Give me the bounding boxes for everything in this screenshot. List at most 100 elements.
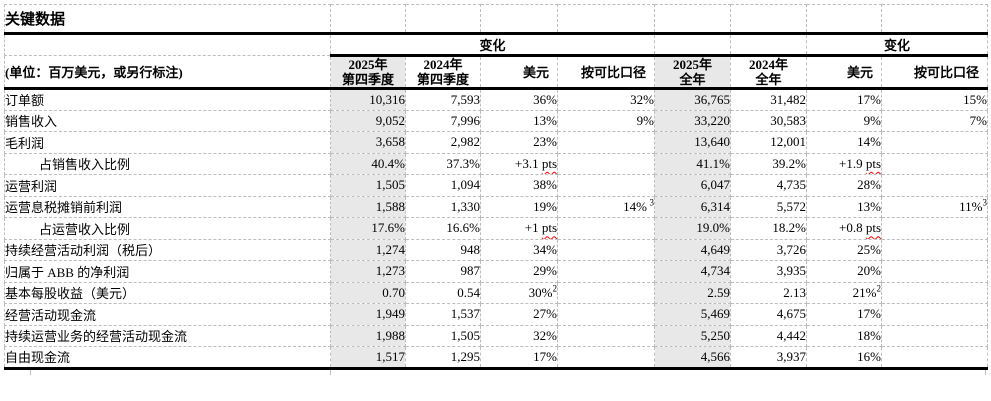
empty-cell bbox=[730, 33, 807, 57]
cell-q4-2024: 1,330 bbox=[405, 195, 481, 218]
title-row: 关键数据 bbox=[4, 4, 988, 35]
cell-fy-2025: 4,734 bbox=[654, 260, 731, 283]
cell-q4-change-comparable bbox=[557, 174, 655, 197]
cell-fy-change-comparable bbox=[881, 260, 988, 283]
change-header-q4: 变化 bbox=[330, 33, 655, 57]
col-header-fy-change-usd: 美元 bbox=[806, 55, 882, 90]
col-header-q4-change-comparable: 按可比口径 bbox=[557, 55, 655, 90]
change-header-row: 变化 变化 bbox=[4, 33, 988, 57]
cell-q4-change-comparable bbox=[557, 346, 655, 370]
row-label: 毛利润 bbox=[4, 131, 331, 154]
cell-q4-change-comparable bbox=[557, 238, 655, 261]
row-label: 自由现金流 bbox=[4, 346, 331, 370]
cell-q4-2025: 9,052 bbox=[330, 109, 406, 132]
cell-q4-change-usd: 13% bbox=[480, 109, 558, 132]
page-title: 关键数据 bbox=[4, 4, 331, 35]
empty-cell bbox=[405, 4, 481, 35]
empty-cell bbox=[557, 4, 655, 35]
table-row: 归属于 ABB 的净利润 1,273 987 29% 4,734 3,935 20% bbox=[4, 260, 988, 283]
table-row: 持续运营业务的经营活动现金流 1,988 1,505 32% 5,250 4,442 18% bbox=[4, 324, 988, 347]
cell-q4-2024: 948 bbox=[405, 238, 481, 261]
cell-fy-2025: 4,566 bbox=[654, 346, 731, 370]
cell-q4-2025: 1,588 bbox=[330, 195, 406, 218]
cell-q4-2024: 1,505 bbox=[405, 324, 481, 347]
cell-q4-change-usd: 36% bbox=[480, 88, 558, 111]
cell-fy-change-comparable bbox=[881, 131, 988, 154]
cell-q4-change-comparable: 32% bbox=[557, 88, 655, 111]
row-label: 运营利润 bbox=[4, 174, 331, 197]
document-page: 关键数据 变化 变化 (单位：百万美元，或另行标注) 2025年 第四 bbox=[4, 4, 988, 375]
cell-fy-change-usd: +1.9 pts bbox=[806, 152, 882, 175]
gridline-stub bbox=[30, 369, 31, 375]
cell-q4-2025: 17.6% bbox=[330, 217, 406, 240]
row-label: 销售收入 bbox=[4, 109, 331, 132]
empty-cell bbox=[654, 33, 731, 57]
cell-fy-change-usd: 17% bbox=[806, 88, 882, 111]
cell-q4-2025: 1,505 bbox=[330, 174, 406, 197]
cell-fy-change-comparable bbox=[881, 281, 988, 304]
col-header-fy-2025: 2025年 全年 bbox=[654, 55, 731, 90]
cell-fy-2024: 31,482 bbox=[730, 88, 807, 111]
cell-fy-change-usd: 18% bbox=[806, 324, 882, 347]
table-row: 销售收入 9,052 7,996 13% 9% 33,220 30,583 9% 7% bbox=[4, 109, 988, 132]
row-label: 占运营收入比例 bbox=[4, 217, 331, 240]
cell-q4-2025: 0.70 bbox=[330, 281, 406, 304]
cell-q4-change-usd: 19% bbox=[480, 195, 558, 218]
cell-q4-2024: 1,537 bbox=[405, 303, 481, 326]
cell-q4-change-usd: 32% bbox=[480, 324, 558, 347]
cell-fy-2024: 3,935 bbox=[730, 260, 807, 283]
table-row: 运营息税摊销前利润 1,588 1,330 19% 14% 3 6,314 5,572 13%… bbox=[4, 195, 988, 218]
cell-fy-2024: 3,726 bbox=[730, 238, 807, 261]
empty-cell bbox=[806, 4, 882, 35]
cell-q4-change-usd: 27% bbox=[480, 303, 558, 326]
unit-label: (单位：百万美元，或另行标注) bbox=[4, 55, 331, 90]
col-header-fy-change-comparable: 按可比口径 bbox=[881, 55, 988, 90]
cell-fy-change-comparable bbox=[881, 324, 988, 347]
cell-q4-change-comparable bbox=[557, 324, 655, 347]
cell-q4-2025: 1,517 bbox=[330, 346, 406, 370]
cell-fy-2025: 5,469 bbox=[654, 303, 731, 326]
cell-q4-change-usd: 17% bbox=[480, 346, 558, 370]
table-row: 自由现金流 1,517 1,295 17% 4,566 3,937 16% bbox=[4, 346, 988, 370]
cell-fy-2025: 19.0% bbox=[654, 217, 731, 240]
cell-fy-change-usd: 14% bbox=[806, 131, 882, 154]
gridline-stub bbox=[330, 369, 331, 375]
cell-fy-change-usd: 17% bbox=[806, 303, 882, 326]
cell-fy-2025: 6,314 bbox=[654, 195, 731, 218]
row-label: 基本每股收益（美元） bbox=[4, 281, 331, 304]
row-label: 持续运营业务的经营活动现金流 bbox=[4, 324, 331, 347]
cell-q4-2024: 0.54 bbox=[405, 281, 481, 304]
cell-fy-2025: 36,765 bbox=[654, 88, 731, 111]
cell-q4-2025: 1,273 bbox=[330, 260, 406, 283]
row-label: 订单额 bbox=[4, 88, 331, 111]
empty-cell bbox=[330, 4, 406, 35]
cell-fy-2024: 18.2% bbox=[730, 217, 807, 240]
col-header-q4-change-usd: 美元 bbox=[480, 55, 558, 90]
cell-q4-change-comparable bbox=[557, 217, 655, 240]
table-row: 毛利润 3,658 2,982 23% 13,640 12,001 14% bbox=[4, 131, 988, 154]
cell-fy-change-comparable: 15% bbox=[881, 88, 988, 111]
cell-q4-2024: 7,593 bbox=[405, 88, 481, 111]
cell-q4-change-usd: +1 pts bbox=[480, 217, 558, 240]
table-row: 订单额 10,316 7,593 36% 32% 36,765 31,482 17% 15% bbox=[4, 88, 988, 111]
cell-fy-change-comparable bbox=[881, 174, 988, 197]
cell-q4-change-usd: +3.1 pts bbox=[480, 152, 558, 175]
cell-q4-2025: 1,988 bbox=[330, 324, 406, 347]
col-header-q4-2024: 2024年 第四季度 bbox=[405, 55, 481, 90]
cell-fy-change-comparable: 11%3 bbox=[881, 195, 988, 218]
cell-q4-2024: 37.3% bbox=[405, 152, 481, 175]
cell-fy-change-comparable bbox=[881, 217, 988, 240]
row-label: 经营活动现金流 bbox=[4, 303, 331, 326]
table-row: 基本每股收益（美元） 0.70 0.54 30%2 2.59 2.13 21%2 bbox=[4, 281, 988, 304]
row-label: 归属于 ABB 的净利润 bbox=[4, 260, 331, 283]
cell-q4-change-usd: 30%2 bbox=[480, 281, 558, 304]
cell-fy-change-usd: 25% bbox=[806, 238, 882, 261]
change-header-fy: 变化 bbox=[806, 33, 988, 57]
cell-fy-2025: 33,220 bbox=[654, 109, 731, 132]
cell-q4-change-usd: 34% bbox=[480, 238, 558, 261]
cell-fy-2024: 12,001 bbox=[730, 131, 807, 154]
empty-cell bbox=[4, 33, 331, 56]
row-label: 运营息税摊销前利润 bbox=[4, 195, 331, 218]
col-header-q4-2025: 2025年 第四季度 bbox=[330, 55, 406, 90]
cell-q4-change-usd: 29% bbox=[480, 260, 558, 283]
